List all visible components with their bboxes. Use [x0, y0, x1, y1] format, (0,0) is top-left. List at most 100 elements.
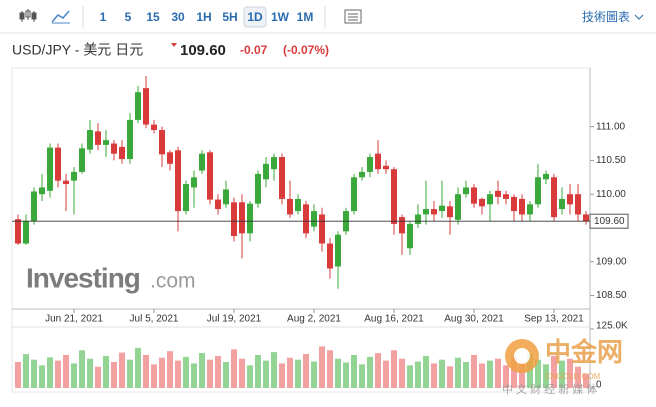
volume-bar [31, 359, 37, 388]
y-tick-label: 110.00 [596, 189, 626, 200]
y2-tick-label: 125.0K [596, 321, 628, 332]
volume-bar [271, 352, 277, 388]
volume-bar [255, 354, 261, 388]
last-price-label: 109.60 [594, 216, 625, 227]
candle-body [367, 157, 373, 172]
plot-layer: 1 5 15 30 1H 5H 1D 1W 1M108.50109.00110.00110.50… [12, 10, 629, 391]
candle-body [143, 88, 149, 125]
volume-bar [511, 356, 517, 388]
candle-body [303, 204, 309, 234]
volume-bar [207, 359, 213, 388]
change: -0.07 [240, 43, 268, 57]
candle-body [407, 223, 413, 249]
candle-body [479, 198, 485, 207]
volume-bar [503, 365, 509, 388]
x-tick-label: Aug 16, 2021 [364, 314, 424, 325]
last-price: 109.60 [180, 42, 226, 59]
volume-bar [399, 358, 405, 388]
interval-button[interactable]: 5H [222, 10, 237, 24]
y-tick-label: 109.00 [596, 256, 627, 267]
interval-button[interactable]: 30 [171, 10, 185, 24]
volume-bar [383, 360, 389, 388]
interval-button[interactable]: 1 [100, 10, 107, 24]
volume-bar [263, 360, 269, 388]
candle-body [215, 199, 221, 210]
candle-body [159, 130, 165, 155]
volume-bar [471, 354, 477, 388]
y-tick-label: 110.50 [596, 155, 626, 166]
candle-body [487, 194, 493, 205]
line-icon[interactable] [51, 10, 70, 23]
interval-button[interactable]: 1W [271, 10, 290, 24]
candle-body [167, 152, 173, 164]
candle-body [439, 205, 445, 212]
candle-body [415, 214, 421, 224]
candle-body [375, 153, 381, 170]
candle-body [247, 203, 253, 234]
volume-bar [127, 359, 133, 388]
candle-body [431, 209, 437, 215]
interval-button[interactable]: 5 [125, 10, 132, 24]
candle-body [447, 206, 453, 218]
volume-bar [551, 355, 557, 388]
interval-button[interactable]: 1H [196, 10, 211, 24]
candle-body [47, 147, 53, 191]
candle-body [583, 214, 589, 222]
candle-body [119, 146, 125, 160]
candle-body [151, 124, 157, 131]
candle-body [551, 177, 557, 218]
candle-body [207, 152, 213, 200]
table-icon[interactable] [344, 9, 362, 24]
candle-body [295, 198, 301, 212]
volume-bar [223, 362, 229, 388]
candle-body [63, 180, 69, 185]
change-pct: (-0.07%) [283, 43, 329, 57]
volume-bar [303, 354, 309, 388]
volume-bar [47, 357, 53, 388]
candle-body [423, 209, 429, 215]
interval-button[interactable]: 15 [146, 10, 160, 24]
volume-bar [287, 357, 293, 388]
volume-bar [495, 358, 501, 388]
volume-bar [279, 363, 285, 388]
volume-bar [295, 359, 301, 388]
candle-icon[interactable] [19, 9, 37, 22]
interval-button[interactable]: 1M [297, 10, 314, 24]
candle-body [287, 198, 293, 215]
candle-body [575, 194, 581, 215]
volume-bar [143, 354, 149, 388]
volume-bar [559, 360, 565, 388]
volume-bar [415, 361, 421, 388]
interval-button[interactable]: 1D [247, 10, 263, 24]
volume-bar [407, 365, 413, 388]
volume-bar [455, 357, 461, 388]
candle-body [199, 153, 205, 171]
volume-bar [479, 363, 485, 388]
candle-body [271, 157, 277, 170]
menu-link[interactable]: 技術圖表 [582, 10, 630, 24]
candle-body [239, 202, 245, 234]
volume-bar [463, 362, 469, 388]
volume-bar [375, 353, 381, 388]
x-tick-label: Sep 13, 2021 [524, 314, 584, 325]
candle-body [263, 163, 269, 180]
volume-bar [183, 356, 189, 388]
volume-bar [167, 351, 173, 388]
volume-bar [343, 362, 349, 388]
menu-arrow[interactable] [634, 14, 644, 20]
volume-bar [95, 366, 101, 388]
volume-bar [335, 358, 341, 388]
volume-bar [15, 362, 21, 388]
volume-bar [191, 363, 197, 388]
volume-bar [319, 346, 325, 388]
volume-bar [359, 364, 365, 388]
volume-bar [63, 354, 69, 388]
volume-bar [151, 364, 157, 388]
candle-body [335, 234, 341, 267]
volume-bar [23, 354, 29, 388]
volume-bar [55, 360, 61, 388]
selected-interval [243, 6, 267, 28]
y2-tick-label: 0 [596, 380, 602, 391]
volume-bar [527, 354, 533, 388]
volume-bar [487, 360, 493, 388]
